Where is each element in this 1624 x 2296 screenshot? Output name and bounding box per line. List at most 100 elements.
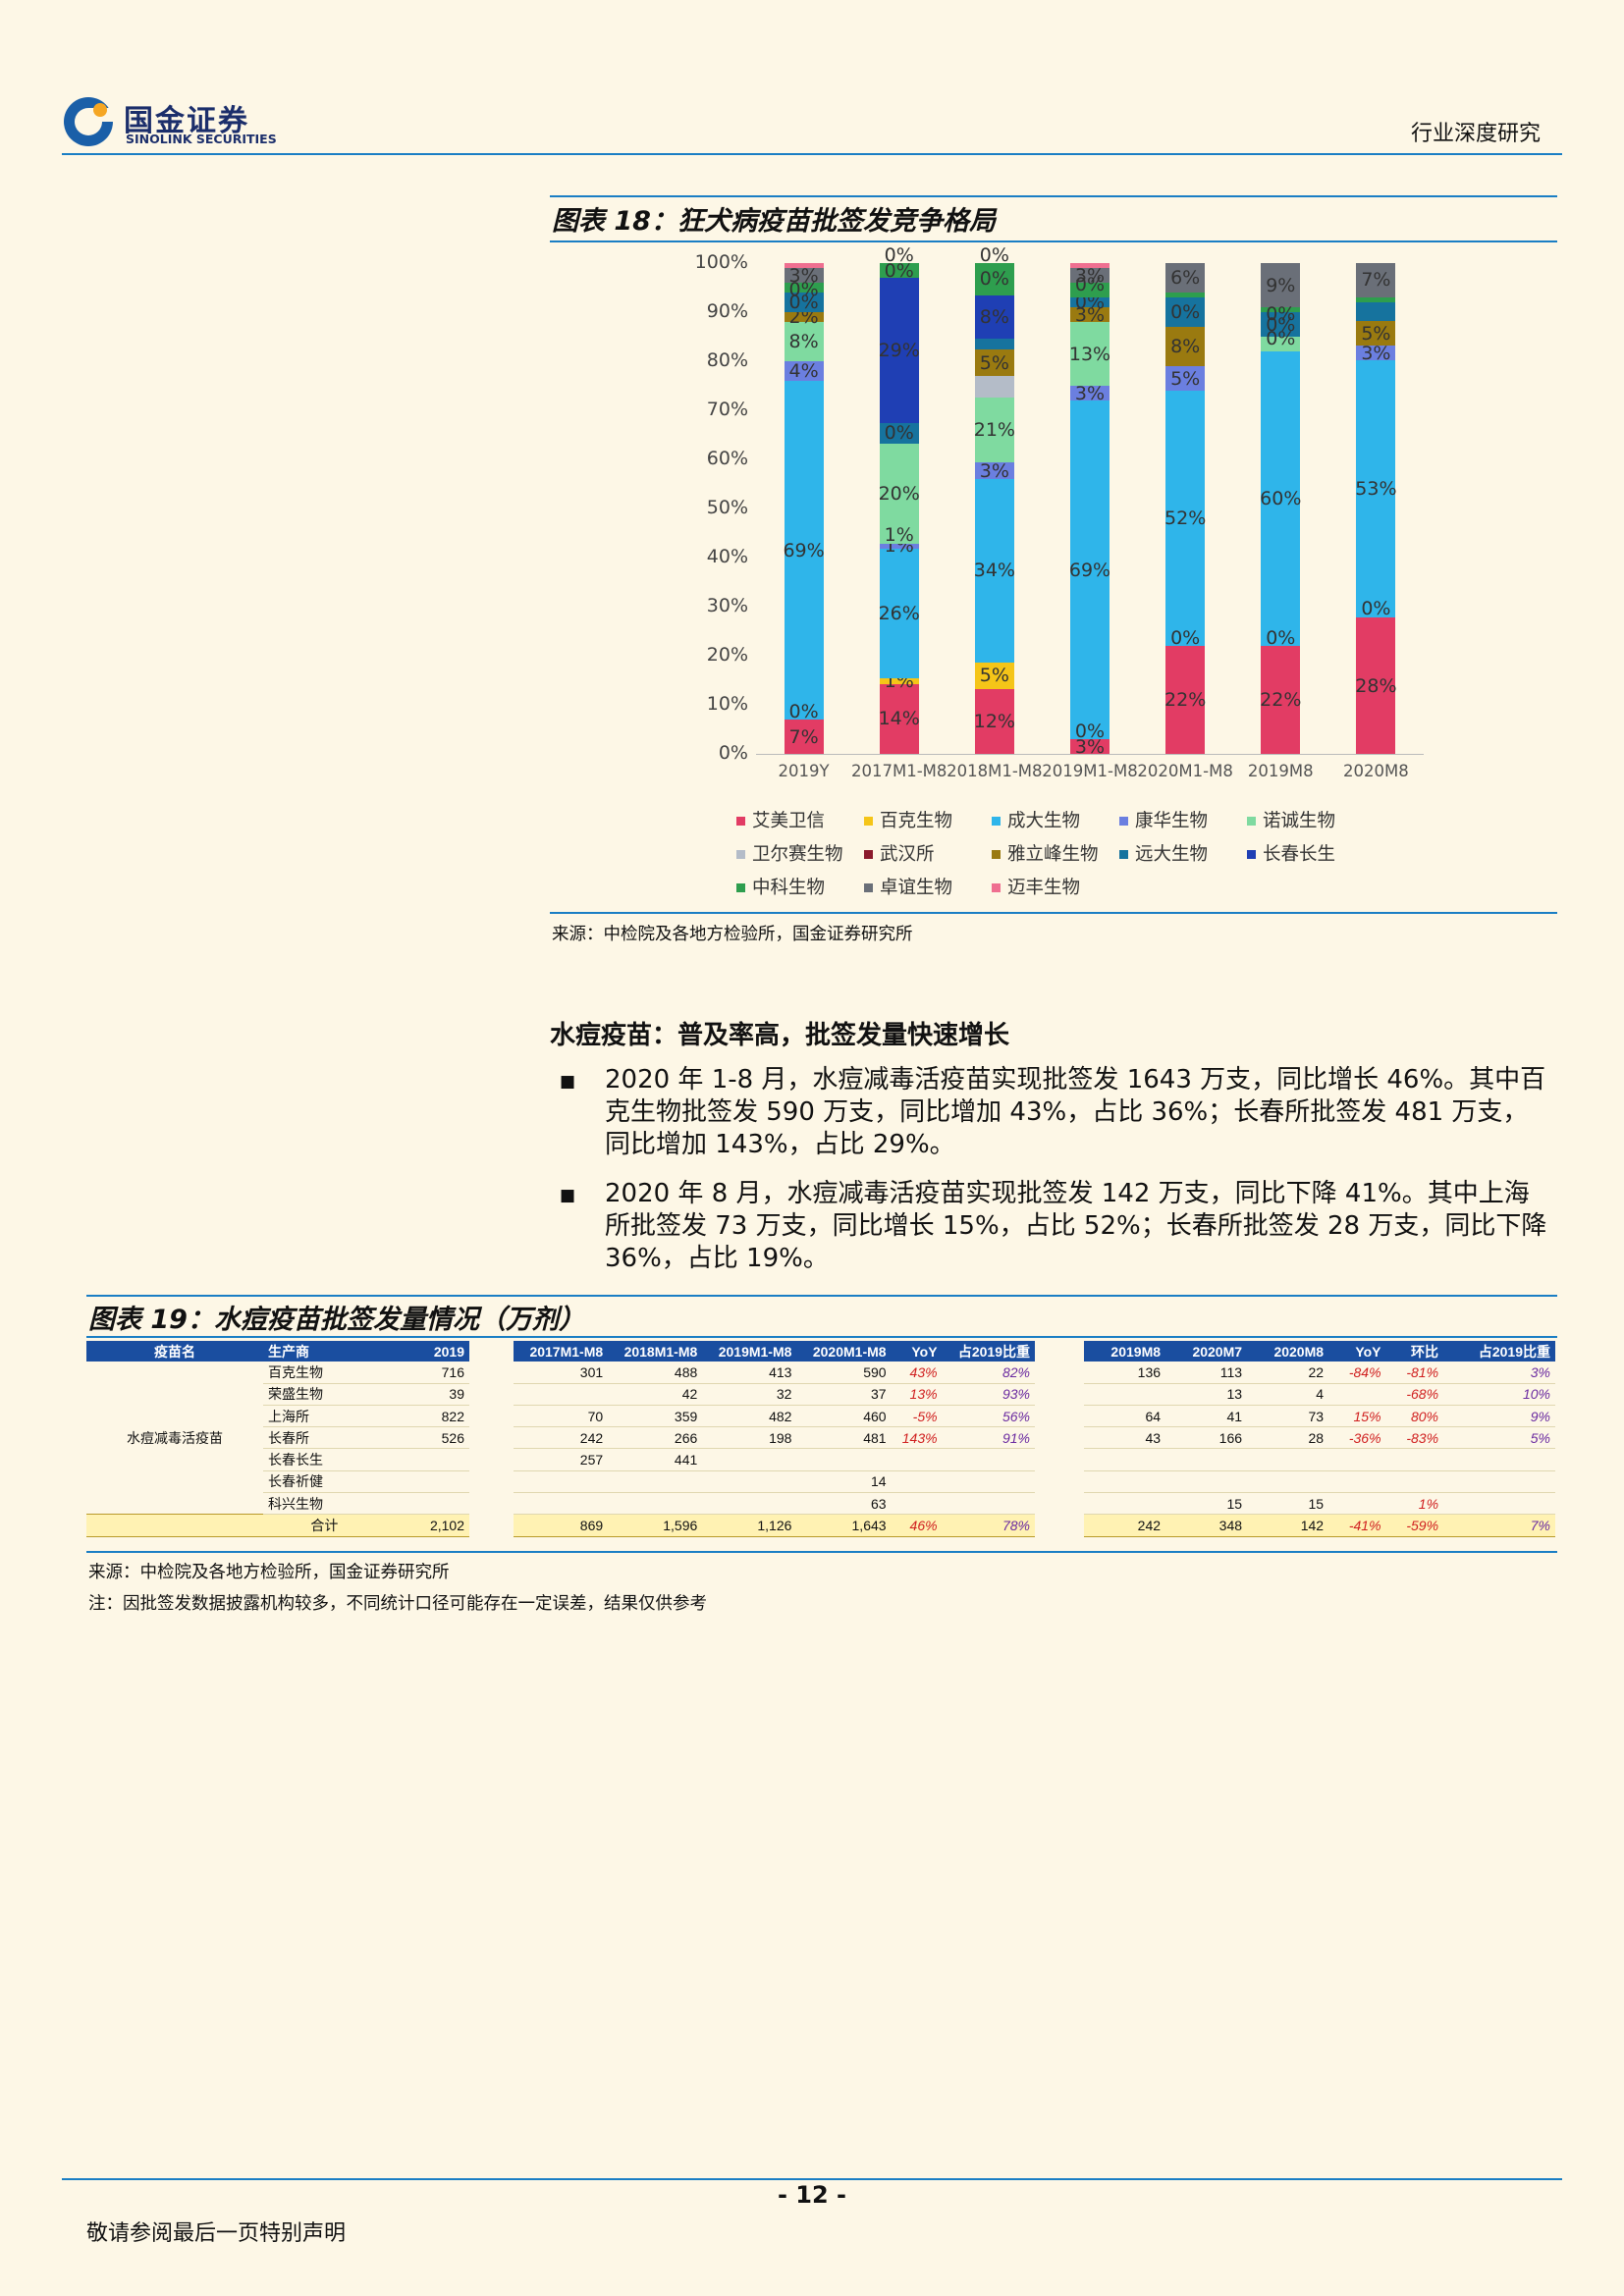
table-cell: 9%	[1443, 1405, 1555, 1428]
legend-label: 迈丰生物	[1007, 878, 1081, 898]
brand-en: SINOLINK SECURITIES	[126, 132, 277, 146]
table-header-cell: 疫苗名	[86, 1341, 263, 1362]
y-tick-label: 40%	[706, 546, 748, 567]
table-cell: 73	[1247, 1405, 1329, 1428]
table-cell: 28	[1247, 1426, 1329, 1450]
y-tick-label: 80%	[706, 349, 748, 371]
table-cell	[1165, 1448, 1248, 1471]
bullet-2-icon: ■	[560, 1186, 576, 1205]
legend-label: 中科生物	[752, 878, 826, 898]
vaccine-name-cell: 水痘减毒活疫苗	[127, 1429, 223, 1446]
legend-swatch-icon	[864, 817, 873, 826]
data-label: 0%	[1266, 313, 1296, 336]
data-label: 14%	[878, 708, 920, 730]
data-label: 21%	[973, 419, 1015, 442]
data-label: 1%	[884, 524, 914, 546]
table-cell: 590	[796, 1362, 892, 1384]
table-cell: 242	[514, 1426, 609, 1450]
bar-segment	[1070, 283, 1110, 297]
bar-segment	[784, 361, 824, 381]
table-header-cell: 2020M1-M8	[796, 1341, 892, 1362]
bar-segment	[1261, 307, 1301, 312]
bar-segment	[879, 678, 919, 684]
table-cell: 1%	[1385, 1492, 1444, 1516]
table-mid: 2017M1-M8 2018M1-M8 2019M1-M8 2020M1-M8 YoY 占…	[514, 1341, 1035, 1537]
table-cell: 266	[608, 1426, 703, 1450]
table-row	[1084, 1448, 1555, 1471]
table-cell	[702, 1470, 797, 1494]
bar-segment	[1261, 337, 1301, 351]
table-total-row: 242 348 142 -41% -59% 7%	[1084, 1514, 1555, 1537]
table-cell: 41	[1165, 1405, 1248, 1428]
legend-swatch-icon	[864, 883, 873, 892]
y-tick-label: 100%	[694, 251, 748, 273]
table-left: 疫苗名 生产商 2019 水痘减毒活疫苗 百克生物 716 荣盛生物 39 上海所 822 长春所 5…	[86, 1341, 469, 1537]
data-label: 0%	[1170, 301, 1201, 323]
bar-segment	[974, 662, 1014, 690]
table-cell	[891, 1492, 943, 1516]
data-label: 0%	[884, 259, 914, 282]
data-label: 34%	[973, 560, 1015, 582]
data-label: 22%	[1164, 689, 1207, 711]
table-cell: 488	[608, 1362, 703, 1384]
legend-item: 百克生物	[864, 807, 952, 832]
y-tick-label: 90%	[706, 300, 748, 322]
bar-segment	[1070, 739, 1110, 754]
table-cell: 460	[796, 1405, 892, 1428]
table-cell	[891, 1448, 943, 1471]
bar-segment	[1165, 366, 1206, 391]
data-label: 69%	[783, 539, 825, 561]
table-cell: 526	[385, 1426, 469, 1450]
bar-segment	[1165, 646, 1206, 754]
legend-swatch-icon	[992, 883, 1001, 892]
table-row: 242 266 198 481 143% 91%	[514, 1426, 1035, 1450]
bar-segment	[1356, 617, 1396, 754]
table-cell: 93%	[942, 1383, 1035, 1406]
table-header-row: 2017M1-M8 2018M1-M8 2019M1-M8 2020M1-M8 YoY 占…	[514, 1341, 1035, 1362]
report-type: 行业深度研究	[1410, 122, 1541, 146]
data-label: 22%	[1260, 689, 1302, 711]
table-header-cell: 2018M1-M8	[608, 1341, 703, 1362]
fig18-title: 图表 18：狂犬病疫苗批签发竞争格局	[552, 206, 996, 237]
table-header-cell: YoY	[891, 1341, 943, 1362]
table-cell	[1385, 1448, 1444, 1471]
bar-segment	[784, 322, 824, 361]
data-label: 0%	[1266, 303, 1296, 325]
table-cell: 64	[1084, 1405, 1166, 1428]
legend-swatch-icon	[864, 850, 873, 859]
table-cell	[796, 1448, 892, 1471]
x-tick-label: 2020M1-M8	[1137, 762, 1233, 780]
table-cell: 42	[608, 1383, 703, 1406]
x-axis-line	[756, 754, 1424, 755]
table-cell	[942, 1470, 1035, 1494]
bar-segment	[974, 294, 1014, 339]
table-cell: 1,643	[796, 1514, 892, 1537]
table-cell	[1443, 1448, 1555, 1471]
y-tick-label: 30%	[706, 595, 748, 616]
maker-cell: 长春祈健	[263, 1470, 386, 1494]
legend-item: 长春长生	[1247, 840, 1335, 866]
bullet-1-text: 2020 年 1-8 月，水痘减毒活疫苗实现批签发 1643 万支，同比增长 4…	[605, 1065, 1546, 1159]
table-row: 15 15 1%	[1084, 1492, 1555, 1516]
maker-cell: 荣盛生物	[263, 1383, 386, 1406]
data-label: 12%	[973, 711, 1015, 733]
logo-mark-icon	[64, 97, 114, 146]
table-cell: 441	[608, 1448, 703, 1471]
data-label: 0%	[788, 279, 819, 300]
table-cell: 822	[385, 1405, 469, 1428]
table-cell: 198	[702, 1426, 797, 1450]
fig19-note: 注：因批签发数据披露机构较多，不同统计口径可能存在一定误差，结果仅供参考	[88, 1594, 707, 1614]
table-row: 42 32 37 13% 93%	[514, 1383, 1035, 1406]
data-label: 5%	[979, 351, 1009, 374]
table-cell: 413	[702, 1362, 797, 1384]
table-cell: -68%	[1385, 1383, 1444, 1406]
data-label: 53%	[1355, 478, 1397, 501]
table-header-row: 2019M8 2020M7 2020M8 YoY 环比 占2019比重	[1084, 1341, 1555, 1362]
bar-segment	[1165, 297, 1206, 327]
x-tick-label: 2019M8	[1247, 762, 1314, 780]
fig19-source: 来源：中检院及各地方检验所，国金证券研究所	[88, 1563, 450, 1582]
table-cell: 13	[1165, 1383, 1248, 1406]
table-cell	[942, 1492, 1035, 1516]
table-cell	[891, 1470, 943, 1494]
bar-segment	[784, 293, 824, 312]
